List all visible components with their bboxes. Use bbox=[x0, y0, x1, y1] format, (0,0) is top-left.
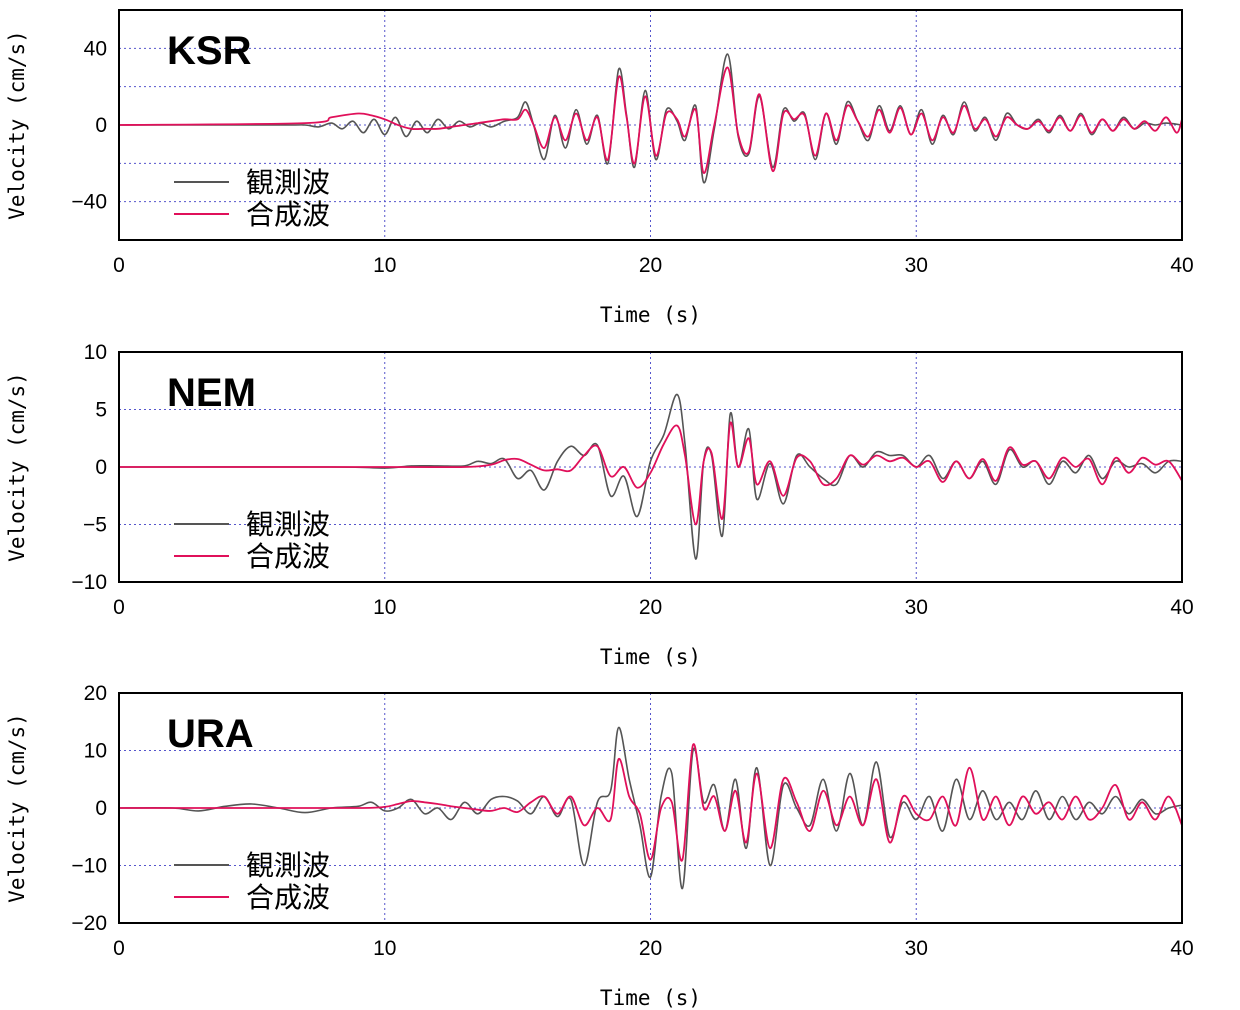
x-tick-label: 10 bbox=[373, 937, 396, 960]
x-axis-label: Time (s) bbox=[600, 303, 701, 327]
x-tick-label: 0 bbox=[113, 596, 125, 619]
legend-label: 合成波 bbox=[246, 881, 330, 914]
x-axis-label: Time (s) bbox=[600, 645, 701, 669]
x-tick-label: 30 bbox=[905, 254, 928, 277]
y-tick-label: −10 bbox=[71, 855, 107, 878]
y-tick-label: −40 bbox=[71, 191, 107, 214]
y-tick-label: 5 bbox=[95, 399, 107, 422]
x-tick-label: 30 bbox=[905, 937, 928, 960]
x-tick-label: 40 bbox=[1170, 596, 1193, 619]
y-tick-label: 20 bbox=[84, 682, 107, 705]
x-axis-label: Time (s) bbox=[600, 986, 701, 1010]
x-tick-label: 0 bbox=[113, 937, 125, 960]
legend-label: 合成波 bbox=[246, 198, 330, 231]
x-tick-label: 20 bbox=[639, 254, 662, 277]
legend-label: 観測波 bbox=[246, 166, 330, 199]
plot-frame bbox=[118, 351, 1183, 583]
legend-label: 観測波 bbox=[246, 849, 330, 882]
legend-label: 観測波 bbox=[246, 508, 330, 541]
y-axis-label: Velocity (cm/s) bbox=[5, 713, 29, 903]
x-tick-label: 20 bbox=[639, 937, 662, 960]
y-tick-label: −20 bbox=[71, 912, 107, 935]
y-tick-label: 10 bbox=[84, 740, 107, 763]
x-tick-label: 40 bbox=[1170, 254, 1193, 277]
x-tick-label: 30 bbox=[905, 596, 928, 619]
y-tick-label: −5 bbox=[83, 514, 107, 537]
x-tick-label: 40 bbox=[1170, 937, 1193, 960]
plot-frame bbox=[118, 692, 1183, 924]
station-title: URA bbox=[167, 712, 254, 756]
station-title: KSR bbox=[167, 29, 252, 73]
series-line-observed bbox=[118, 726, 1183, 890]
x-tick-label: 20 bbox=[639, 596, 662, 619]
series-line-synthetic bbox=[118, 743, 1183, 862]
y-tick-label: 0 bbox=[95, 797, 107, 820]
y-tick-label: 0 bbox=[95, 114, 107, 137]
y-tick-label: 40 bbox=[84, 37, 107, 60]
y-tick-label: −10 bbox=[71, 571, 107, 594]
panel-ksr: 0 10 20 30 40 40 0 −40 Time (s) Velocity (cm/s) KS… bbox=[5, 9, 1194, 327]
legend-label: 合成波 bbox=[246, 540, 330, 573]
panel-ura: 0 10 20 30 40 20 10 0 −10 −20 Time (s) Velocity (cm… bbox=[5, 682, 1194, 1010]
station-title: NEM bbox=[167, 371, 256, 415]
y-tick-label: 0 bbox=[95, 456, 107, 479]
panel-nem: 0 10 20 30 40 10 5 0 −5 −10 Time (s) Velocity (cm/s… bbox=[5, 341, 1194, 669]
y-axis-label: Velocity (cm/s) bbox=[5, 372, 29, 562]
plot-frame bbox=[118, 9, 1183, 241]
y-tick-label: 10 bbox=[84, 341, 107, 364]
x-tick-label: 0 bbox=[113, 254, 125, 277]
series-line-synthetic bbox=[118, 421, 1183, 526]
x-tick-label: 10 bbox=[373, 254, 396, 277]
x-tick-label: 10 bbox=[373, 596, 396, 619]
y-axis-label: Velocity (cm/s) bbox=[5, 30, 29, 220]
series-line-synthetic bbox=[118, 66, 1183, 174]
